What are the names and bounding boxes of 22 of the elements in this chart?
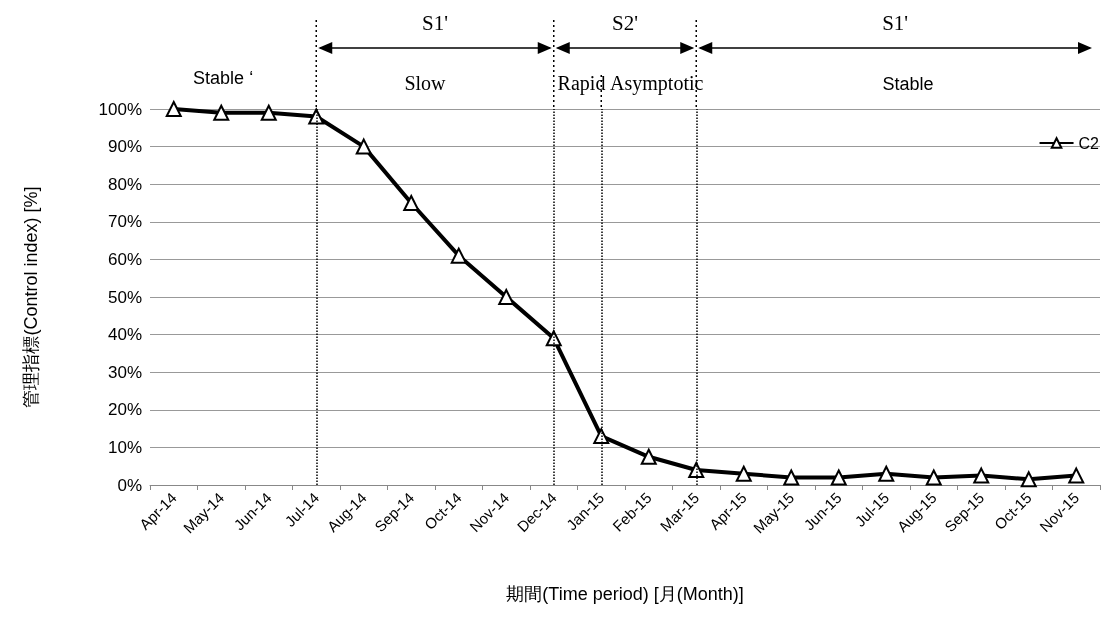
text: S2' (612, 11, 638, 35)
text: S1' (882, 11, 909, 35)
x-axis-title: 期間(Time period) [月(Month)] (506, 584, 744, 604)
y-tick-label: 60% (107, 249, 142, 269)
text: S1' (422, 11, 448, 35)
text: Stable ‘ (193, 68, 254, 88)
y-tick-label: 10% (107, 437, 142, 457)
y-tick-label: 30% (107, 362, 142, 382)
y-axis-title: 管理指標(Control index) [%] (21, 186, 41, 408)
y-tick-label: 90% (107, 137, 142, 157)
text: Asymptotic (610, 72, 704, 95)
y-tick-label: 20% (107, 400, 142, 420)
legend-label: C2 (1078, 134, 1100, 152)
text: Stable (882, 74, 934, 94)
y-tick-label: 80% (107, 174, 142, 194)
y-tick-label: 0% (117, 475, 142, 495)
text: Slow (404, 72, 447, 94)
y-tick-label: 70% (107, 212, 142, 232)
y-tick-label: 50% (107, 287, 142, 307)
y-tick-label: 100% (98, 99, 142, 119)
text: Rapid (557, 72, 606, 95)
y-tick-label: 40% (107, 325, 142, 345)
